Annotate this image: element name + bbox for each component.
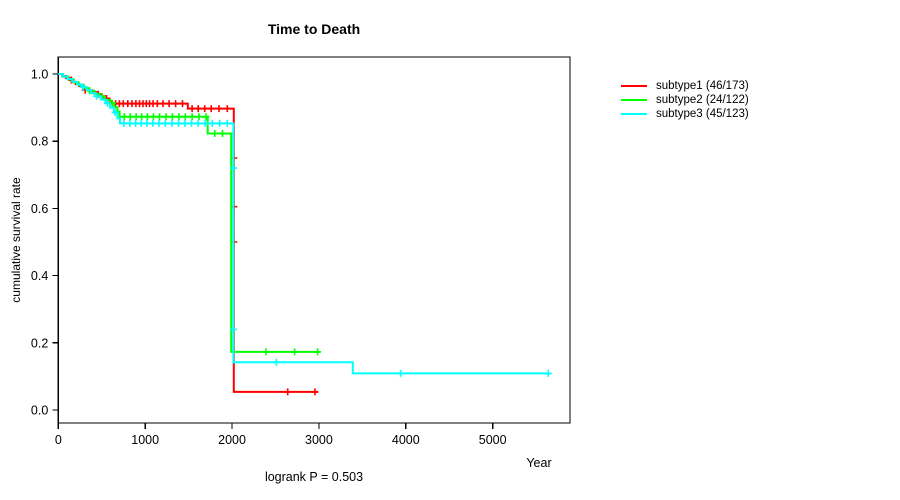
y-tick-label: 0.4 <box>31 269 48 283</box>
plot-box <box>57 56 571 424</box>
censor-marks-subtype2 <box>86 87 322 356</box>
legend-line-swatch-subtype3 <box>621 113 647 115</box>
legend-item-subtype2: subtype2 (24/122) <box>621 93 749 107</box>
legend-label-subtype2: subtype2 (24/122) <box>656 94 749 106</box>
legend: subtype1 (46/173) subtype2 (24/122) subt… <box>621 79 749 121</box>
x-tick-label: 1000 <box>131 433 159 447</box>
legend-line-swatch-subtype1 <box>621 85 647 87</box>
x-axis-label: Year <box>526 456 552 470</box>
x-tick-label: 5000 <box>479 433 507 447</box>
x-tick-label: 2000 <box>218 433 246 447</box>
logrank-p-annotation: logrank P = 0.503 <box>264 470 364 484</box>
y-tick-label: 0.2 <box>31 336 48 350</box>
legend-item-subtype3: subtype3 (45/123) <box>621 107 749 121</box>
survival-curve-subtype1 <box>58 73 319 393</box>
survival-curve-subtype3 <box>58 73 550 375</box>
legend-label-subtype3: subtype3 (45/123) <box>656 108 749 120</box>
y-tick-label: 0.6 <box>31 202 48 216</box>
y-tick-label: 1.0 <box>31 68 48 82</box>
x-tick-label: 3000 <box>305 433 333 447</box>
censor-marks-subtype3 <box>79 83 552 377</box>
x-tick-label: 4000 <box>392 433 420 447</box>
survival-curve-subtype2 <box>58 73 320 353</box>
legend-label-subtype1: subtype1 (46/173) <box>656 80 749 92</box>
chart-title: Time to Death <box>267 21 361 37</box>
y-tick-label: 0.8 <box>31 135 48 149</box>
y-tick-label: 0.0 <box>31 404 48 418</box>
x-tick-label: 0 <box>55 433 62 447</box>
legend-line-swatch-subtype2 <box>621 99 647 101</box>
legend-item-subtype1: subtype1 (46/173) <box>621 79 749 93</box>
